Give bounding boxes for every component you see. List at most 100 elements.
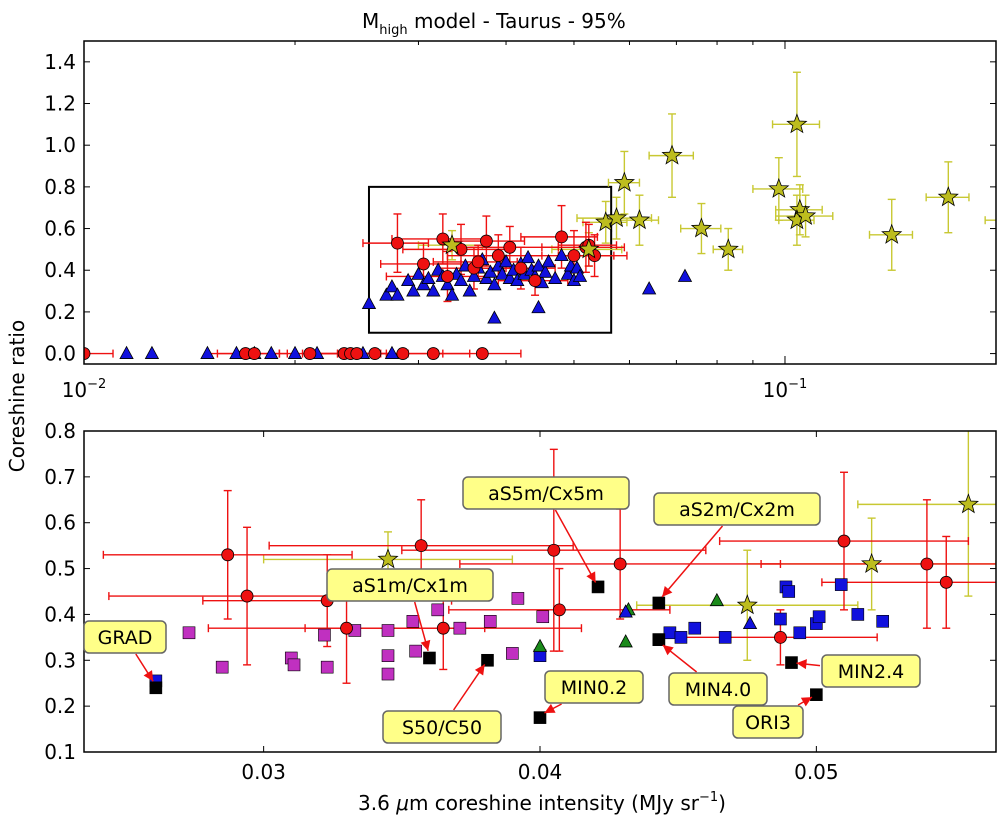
x-tick-label: 0.05 bbox=[794, 760, 839, 784]
annotation-label-box bbox=[653, 492, 821, 526]
blue-square-point bbox=[674, 631, 688, 644]
magenta-square-point bbox=[453, 621, 467, 635]
magenta-square-point bbox=[536, 610, 550, 624]
triangle-point bbox=[384, 279, 400, 293]
blue-square-point bbox=[688, 621, 702, 635]
x-tick-label: 10−1 bbox=[763, 377, 808, 402]
x-tick-base: 10 bbox=[62, 378, 87, 402]
circle-point bbox=[221, 548, 235, 562]
star-point bbox=[441, 234, 463, 255]
blue-triangle-point bbox=[618, 604, 633, 618]
star-point bbox=[768, 177, 790, 198]
annotation-label: MIN0.2 bbox=[561, 677, 627, 699]
x-tick-exp: −2 bbox=[87, 377, 106, 392]
circle-point bbox=[774, 630, 787, 644]
annotation-arrow-head bbox=[662, 645, 674, 656]
annotation-arrow-head bbox=[586, 571, 596, 583]
x-tick-label: 10−2 bbox=[62, 377, 107, 402]
triangle-point bbox=[466, 268, 482, 282]
annotation-label-box bbox=[462, 476, 630, 510]
triangle-point bbox=[379, 287, 394, 301]
triangle-point bbox=[453, 272, 469, 287]
x-axis-label: 3.6 μm coreshine intensity (MJy sr−1) bbox=[358, 790, 726, 815]
magenta-square-point bbox=[182, 626, 196, 640]
triangle-point bbox=[426, 283, 441, 297]
circle-point bbox=[552, 603, 566, 617]
triangle-point bbox=[495, 266, 510, 280]
triangle-point bbox=[541, 254, 556, 268]
blue-square-point bbox=[663, 626, 677, 640]
y-tick-label: 0.2 bbox=[44, 300, 76, 324]
circle-point bbox=[514, 261, 528, 275]
magenta-square-point bbox=[506, 647, 519, 660]
triangle-point bbox=[444, 287, 460, 301]
triangle-point bbox=[411, 266, 426, 280]
circle-point bbox=[417, 257, 430, 271]
y-axis-label: Coreshine ratio bbox=[5, 320, 29, 472]
black-square-point bbox=[533, 711, 547, 724]
star-point bbox=[605, 206, 628, 228]
blue-square-point bbox=[812, 610, 826, 624]
annotation-label: MIN4.0 bbox=[685, 679, 751, 701]
annotation-label-box bbox=[326, 568, 494, 602]
magenta-square-point bbox=[483, 615, 497, 628]
zoom-box bbox=[367, 185, 613, 334]
blue-square-point bbox=[834, 578, 848, 591]
star-point bbox=[613, 171, 635, 192]
green-triangle-point bbox=[709, 592, 725, 607]
annotation-arrow-head bbox=[143, 670, 154, 682]
y-tick-label: 0.0 bbox=[44, 342, 76, 366]
magenta-square-point bbox=[511, 592, 525, 605]
circle-point bbox=[247, 347, 261, 360]
circle-point bbox=[303, 347, 317, 360]
black-square-point bbox=[652, 633, 666, 646]
y-tick-label: 0.6 bbox=[44, 511, 76, 535]
circle-point bbox=[939, 575, 953, 589]
annotation-label: GRAD bbox=[98, 627, 153, 649]
circle-point bbox=[528, 274, 542, 288]
annotation-arrow-head bbox=[420, 639, 431, 651]
triangle-point bbox=[144, 345, 160, 359]
triangle-point bbox=[119, 345, 134, 359]
blue-square-point bbox=[851, 608, 865, 621]
y-tick-label: 1.4 bbox=[44, 50, 76, 74]
annotation-label: aS5m/Cx5m bbox=[488, 483, 604, 505]
annotation-label: aS2m/Cx2m bbox=[679, 499, 795, 521]
blue-square-point bbox=[782, 585, 796, 598]
magenta-square-point bbox=[320, 660, 334, 674]
triangle-point bbox=[677, 268, 693, 282]
magenta-square-point bbox=[381, 624, 395, 637]
x-tick-label: 0.04 bbox=[518, 760, 563, 784]
star-point bbox=[377, 548, 399, 569]
y-tick-label: 0.4 bbox=[44, 602, 76, 626]
circle-point bbox=[340, 621, 353, 635]
blue-square-point bbox=[718, 631, 732, 644]
annotation-label-box bbox=[544, 670, 644, 704]
green-triangle-point bbox=[532, 638, 548, 652]
annotation-label-box bbox=[821, 654, 921, 688]
annotation-label-box bbox=[83, 620, 167, 654]
circle-point bbox=[391, 236, 404, 250]
triangle-point bbox=[440, 276, 455, 291]
star-point bbox=[578, 238, 600, 259]
y-tick-label: 0.7 bbox=[44, 465, 76, 489]
magenta-square-point bbox=[287, 658, 301, 672]
circle-point bbox=[503, 240, 517, 254]
circle-point bbox=[436, 621, 450, 635]
triangle-point bbox=[547, 270, 563, 284]
circle-point bbox=[471, 255, 485, 269]
triangle-point bbox=[361, 295, 377, 309]
y-tick-label: 0.2 bbox=[44, 694, 76, 718]
magenta-square-point bbox=[215, 660, 229, 674]
star-point bbox=[661, 144, 683, 165]
circle-point bbox=[414, 539, 428, 553]
black-square-point bbox=[149, 681, 163, 695]
triangle-point bbox=[384, 345, 400, 359]
annotation-arrow-head bbox=[474, 664, 485, 676]
circle-point bbox=[368, 347, 382, 360]
triangle-point bbox=[421, 270, 436, 284]
star-point bbox=[717, 238, 739, 259]
annotation-label-box bbox=[668, 672, 768, 706]
triangle-point bbox=[520, 249, 536, 264]
bottom-panel: 0.1 0.2 0.3 0.4 0.5 0.6 0.7 0.8 0.03 0.04 0.05 GRAD… bbox=[44, 419, 997, 784]
